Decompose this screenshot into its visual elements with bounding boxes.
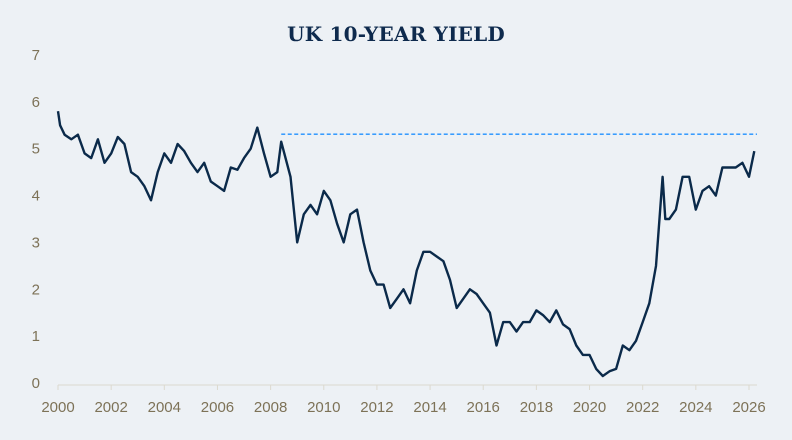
x-tick-label: 2010: [307, 399, 340, 416]
y-axis: 0 1 2 3 4 5 6 7: [32, 47, 40, 392]
x-tick-label: 2022: [626, 399, 659, 416]
y-tick-label: 6: [32, 94, 40, 111]
x-tick-label: 2000: [41, 399, 74, 416]
y-tick-label: 0: [32, 375, 40, 392]
y-tick-label: 5: [32, 141, 40, 158]
x-tick-label: 2016: [467, 399, 500, 416]
x-axis: 2000 2002 2004 2006 2008 2010 2012 2014 2016 2018…: [41, 384, 766, 416]
x-tick-label: 2026: [732, 399, 765, 416]
x-tick-label: 2020: [573, 399, 606, 416]
x-tick-label: 2014: [413, 399, 446, 416]
y-tick-label: 7: [32, 47, 40, 64]
x-tick-label: 2004: [148, 399, 181, 416]
y-tick-label: 2: [32, 281, 40, 298]
plot-area: [56, 111, 757, 378]
yield-series-line: [56, 111, 756, 378]
y-tick-label: 3: [32, 234, 40, 251]
x-tick-label: 2002: [94, 399, 127, 416]
y-tick-label: 1: [32, 328, 40, 345]
chart-title: UK 10-YEAR YIELD: [287, 22, 505, 46]
x-tick-label: 2006: [201, 399, 234, 416]
y-tick-label: 4: [32, 188, 40, 205]
x-tick-label: 2008: [254, 399, 287, 416]
x-tick-label: 2012: [360, 399, 393, 416]
x-tick-label: 2018: [520, 399, 553, 416]
x-tick-label: 2024: [679, 399, 712, 416]
